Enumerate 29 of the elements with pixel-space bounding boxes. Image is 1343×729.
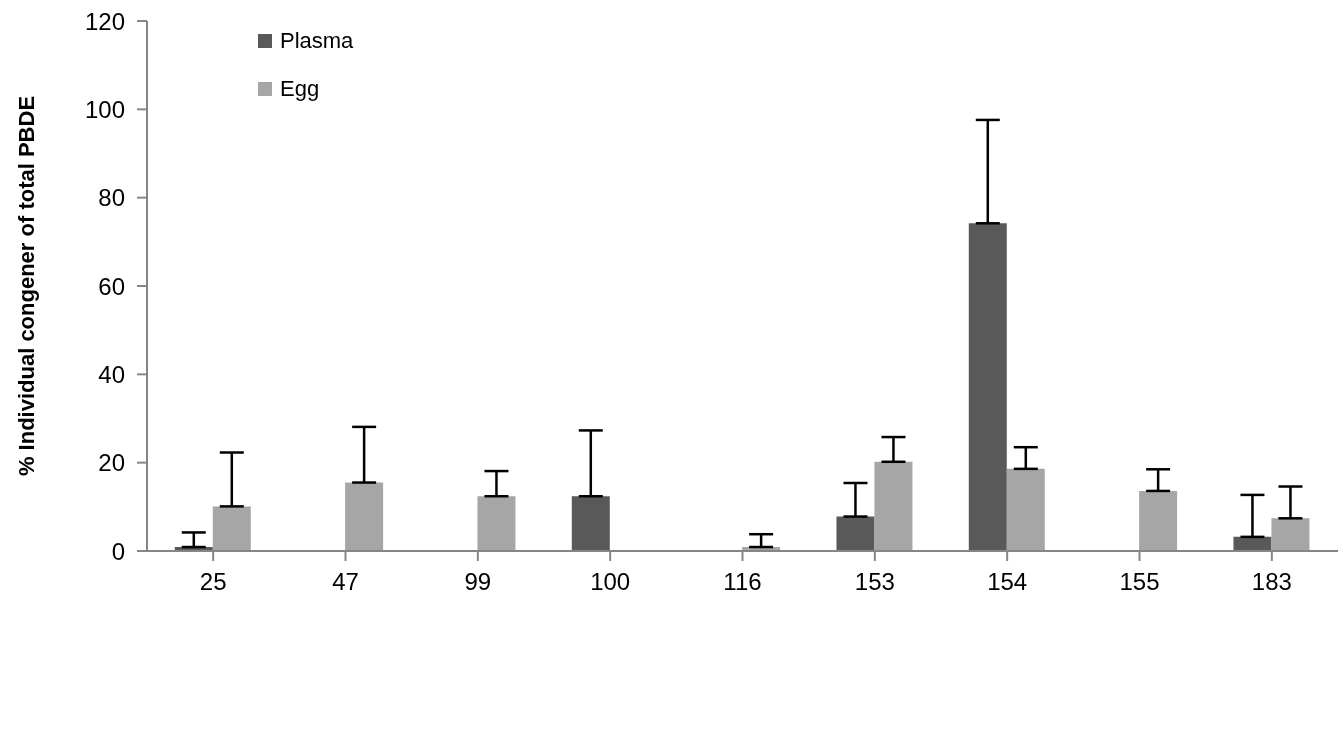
- x-tick-label: 155: [1119, 568, 1160, 596]
- legend-label: Plasma: [280, 28, 354, 54]
- x-tick-label: 153: [854, 568, 895, 596]
- bar: [212, 506, 251, 551]
- bar: [571, 496, 610, 551]
- y-tick-label: 60: [98, 272, 125, 300]
- legend-label: Egg: [280, 76, 320, 102]
- bar: [874, 461, 913, 551]
- bar: [1139, 490, 1178, 551]
- y-tick-label: 100: [84, 95, 125, 123]
- x-tick-label: 25: [199, 568, 227, 596]
- y-tick-label: 0: [111, 537, 125, 565]
- y-tick-label: 120: [84, 7, 125, 35]
- bar: [836, 516, 875, 551]
- bar: [1271, 518, 1310, 551]
- bar: [345, 482, 384, 551]
- x-tick-label: 154: [987, 568, 1028, 596]
- y-axis-title: % Individual congener of total PBDE: [13, 95, 39, 477]
- x-tick-label: 183: [1251, 568, 1292, 596]
- bar: [1006, 468, 1045, 551]
- x-tick-label: 47: [332, 568, 359, 596]
- y-tick-label: 40: [98, 360, 125, 388]
- x-tick-label: 116: [723, 568, 762, 596]
- y-tick-label: 20: [98, 449, 125, 477]
- x-tick-label: 100: [590, 568, 631, 596]
- y-tick-label: 80: [98, 184, 125, 212]
- x-tick-label: 99: [464, 568, 492, 596]
- bar: [477, 496, 516, 551]
- bar: [968, 223, 1007, 551]
